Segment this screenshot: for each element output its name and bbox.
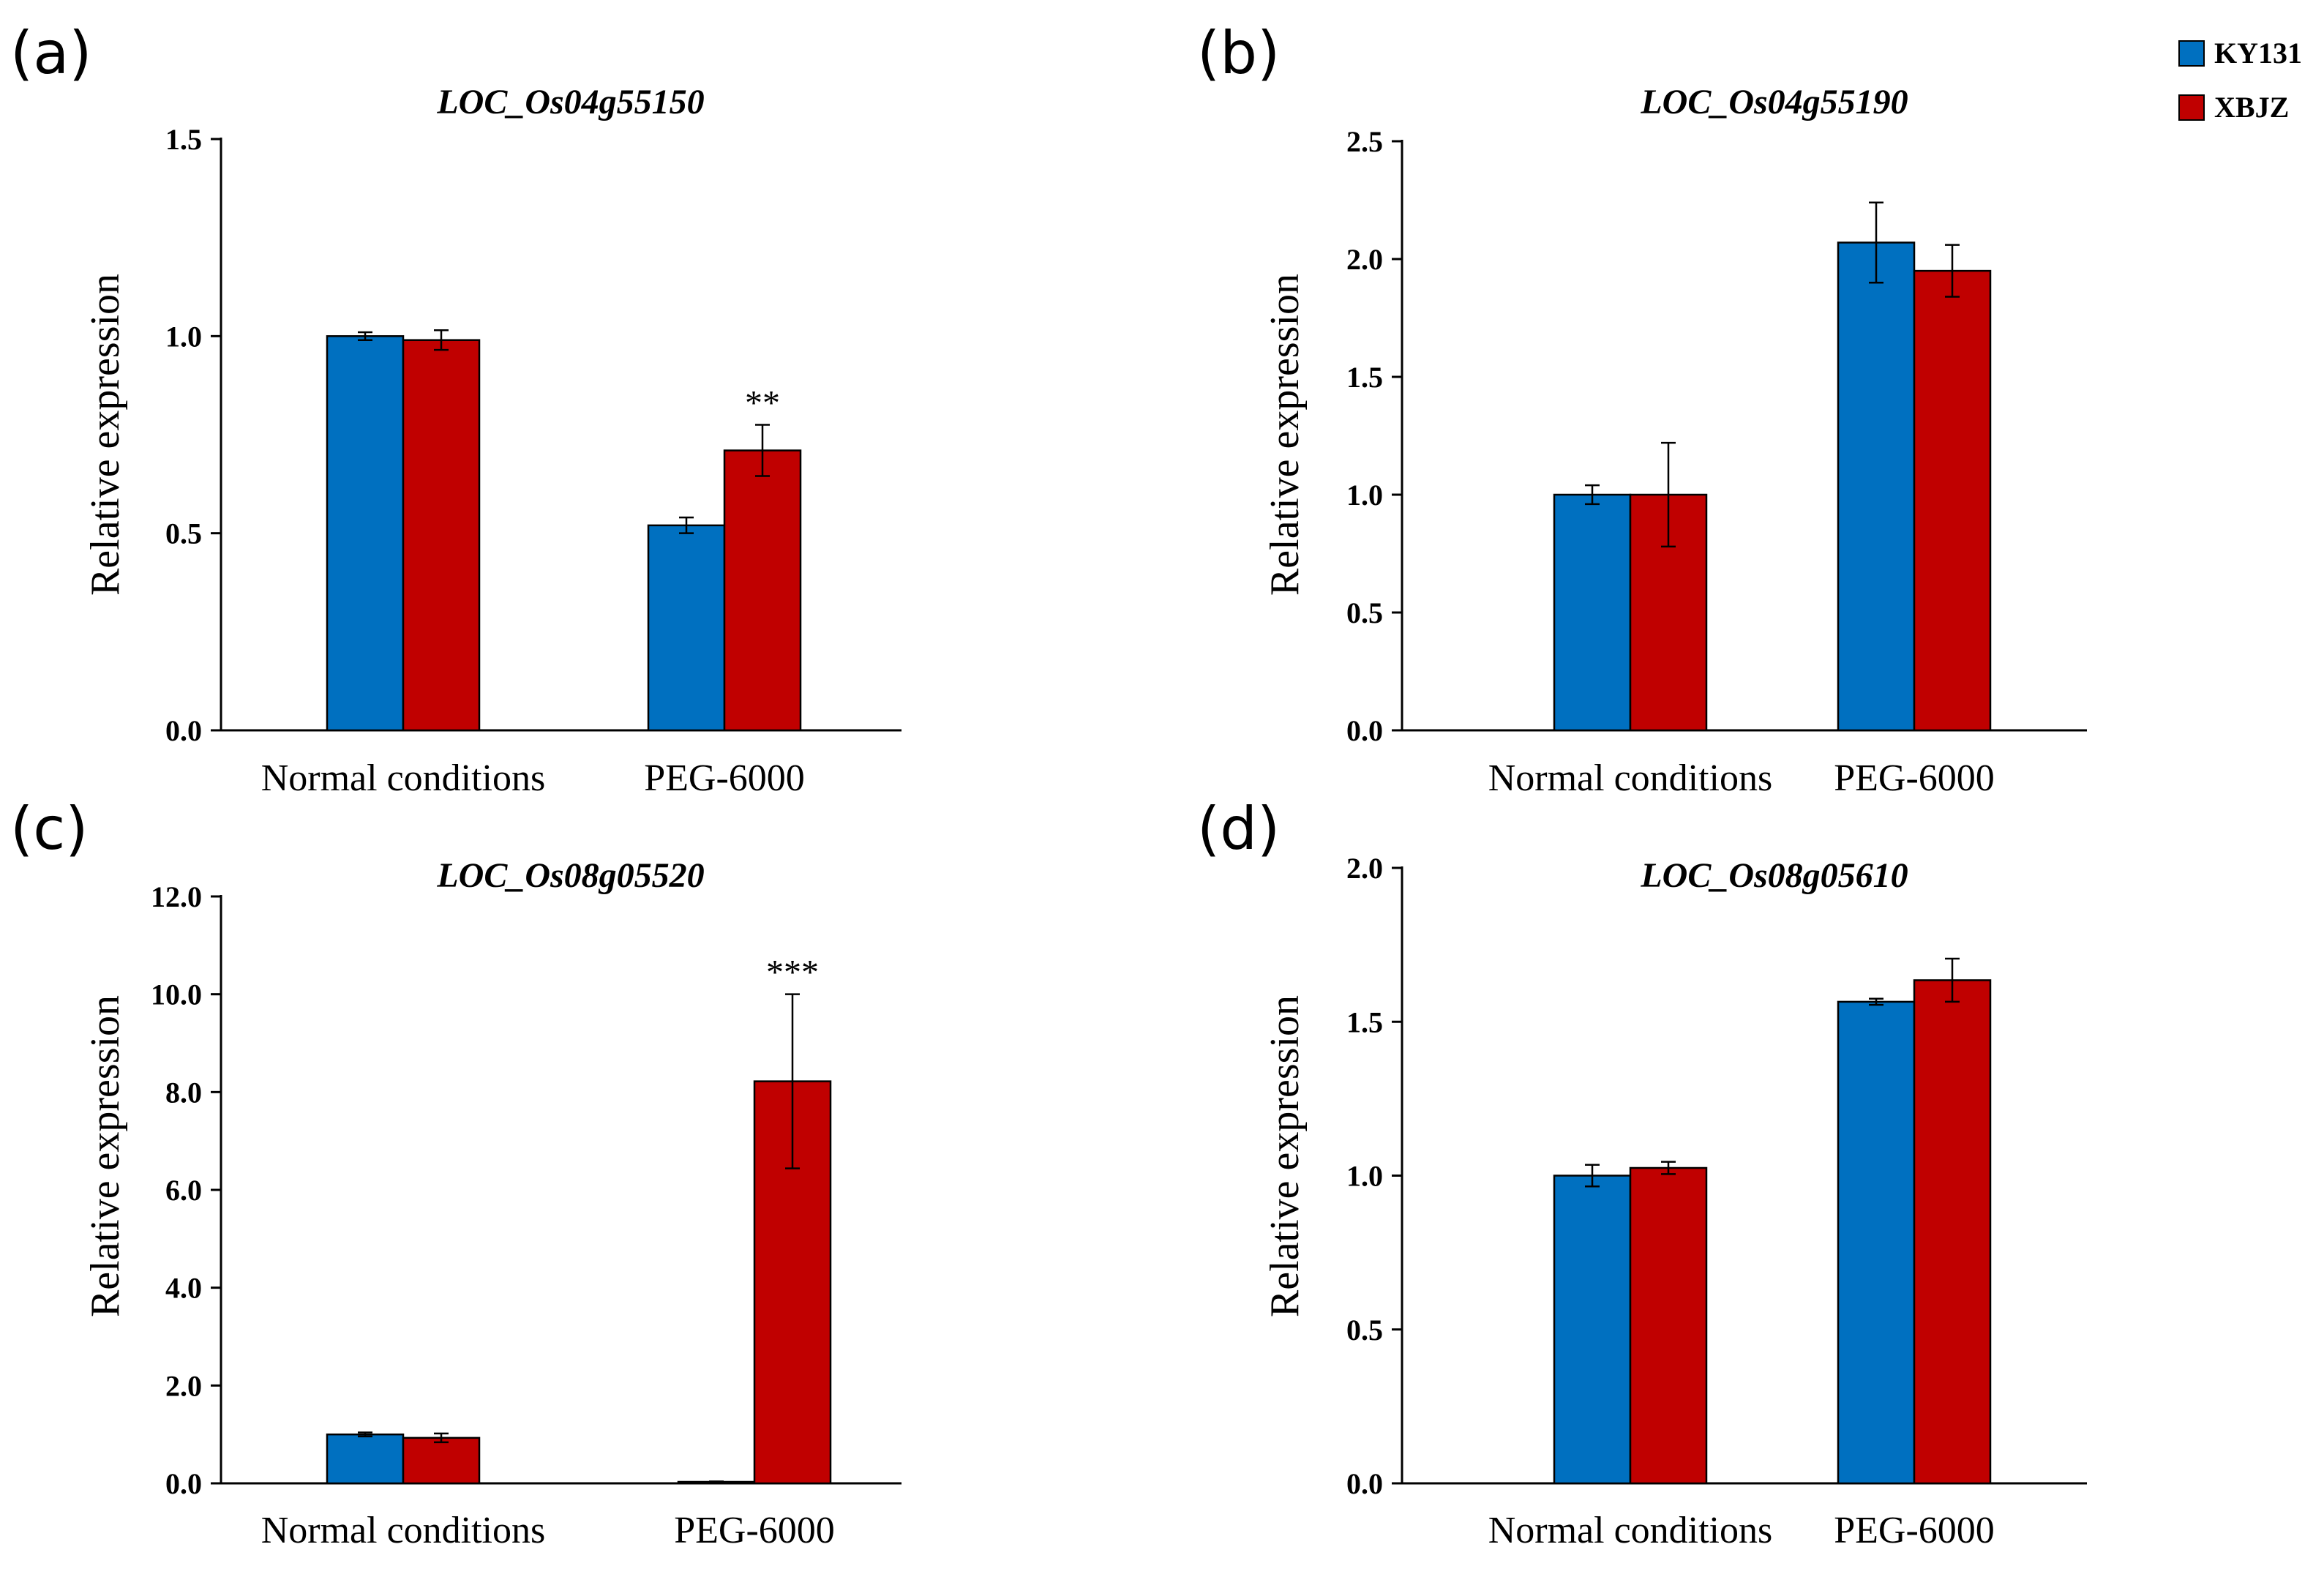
- y-tick-label: 10.0: [151, 978, 202, 1011]
- x-category-label: PEG-6000: [1834, 1510, 1995, 1551]
- y-tick-label: 0.0: [165, 1467, 202, 1500]
- y-tick-label: 1.0: [1346, 479, 1383, 512]
- bar-ky131-normal: [1553, 493, 1632, 732]
- bar-ky131-peg: [1837, 241, 1916, 732]
- x-category-label: PEG-6000: [674, 1510, 835, 1551]
- y-tick-label: 1.0: [1346, 1160, 1383, 1193]
- bar-xbjz-normal: [1629, 1166, 1708, 1485]
- chart-panel-3: (c) LOC_Os08g05520 Relative expression 0.0 2…: [10, 795, 902, 1551]
- chart-title: LOC_Os08g05520: [436, 856, 704, 895]
- y-tick-label: 2.0: [165, 1369, 202, 1402]
- y-tick-label: 0.0: [165, 714, 202, 747]
- legend: KY131 XBJZ: [2178, 37, 2302, 124]
- chart-title: LOC_Os04g55190: [1640, 83, 1908, 121]
- y-tick-label: 1.5: [1346, 1005, 1383, 1038]
- x-category-label: PEG-6000: [644, 757, 805, 799]
- bar-xbjz-peg: [1913, 979, 1992, 1485]
- legend-label-ky131: KY131: [2214, 37, 2302, 70]
- x-category-label: PEG-6000: [1834, 757, 1995, 799]
- y-tick-label: 0.0: [1346, 1467, 1383, 1500]
- y-tick-label: 0.5: [1346, 596, 1383, 629]
- legend-label-xbjz: XBJZ: [2214, 91, 2289, 124]
- bar-ky131-normal: [326, 335, 405, 732]
- panel-label: (b): [1197, 19, 1280, 87]
- y-tick-label: 1.5: [165, 123, 202, 156]
- significance-label: **: [745, 384, 780, 423]
- panel-label: (c): [10, 795, 88, 863]
- bar-xbjz-peg: [723, 449, 802, 732]
- x-category-label: Normal conditions: [1488, 1510, 1773, 1551]
- y-tick-label: 2.0: [1346, 852, 1383, 885]
- panels: (a) LOC_Os04g55150 Relative expression 0.0 0…: [10, 19, 2087, 1551]
- y-tick-label: 12.0: [151, 880, 202, 913]
- y-axis-label: Relative expression: [83, 274, 128, 596]
- y-tick-label: 1.0: [165, 320, 202, 353]
- chart-title: LOC_Os08g05610: [1640, 856, 1908, 895]
- y-tick-label: 0.5: [1346, 1314, 1383, 1346]
- chart-panel-1: (a) LOC_Os04g55150 Relative expression 0.0 0…: [10, 19, 902, 799]
- bar-ky131-normal: [326, 1433, 405, 1485]
- bar-xbjz-normal: [402, 339, 481, 732]
- bar-ky131-peg: [647, 524, 726, 732]
- significance-label: ***: [766, 954, 819, 992]
- y-axis-label: Relative expression: [83, 995, 128, 1317]
- x-category-label: Normal conditions: [1488, 757, 1773, 799]
- y-tick-label: 1.5: [1346, 361, 1383, 394]
- panel-label: (a): [10, 19, 91, 87]
- x-category-label: Normal conditions: [261, 1510, 546, 1551]
- y-tick-label: 0.0: [1346, 714, 1383, 747]
- bar-xbjz-peg: [1913, 269, 1992, 732]
- bar-ky131-peg: [1837, 1000, 1916, 1485]
- y-tick-label: 2.0: [1346, 243, 1383, 276]
- chart-panel-2: (b) LOC_Os04g55190 Relative expression 0.0 0…: [1197, 19, 2087, 799]
- y-tick-label: 4.0: [165, 1272, 202, 1305]
- chart-title: LOC_Os04g55150: [436, 83, 704, 121]
- y-axis-label: Relative expression: [1262, 274, 1308, 596]
- x-category-label: Normal conditions: [261, 757, 546, 799]
- y-tick-label: 8.0: [165, 1076, 202, 1109]
- y-tick-label: 0.5: [165, 517, 202, 550]
- chart-panel-4: (d) LOC_Os08g05610 Relative expression 0.0 0…: [1197, 795, 2087, 1551]
- legend-swatch-ky131: [2178, 40, 2205, 67]
- legend-swatch-xbjz: [2178, 94, 2205, 121]
- panel-label: (d): [1197, 795, 1280, 863]
- y-axis-label: Relative expression: [1262, 995, 1308, 1317]
- y-tick-label: 6.0: [165, 1174, 202, 1207]
- y-tick-label: 2.5: [1346, 125, 1383, 158]
- bar-ky131-normal: [1553, 1175, 1632, 1485]
- bar-xbjz-normal: [402, 1436, 481, 1485]
